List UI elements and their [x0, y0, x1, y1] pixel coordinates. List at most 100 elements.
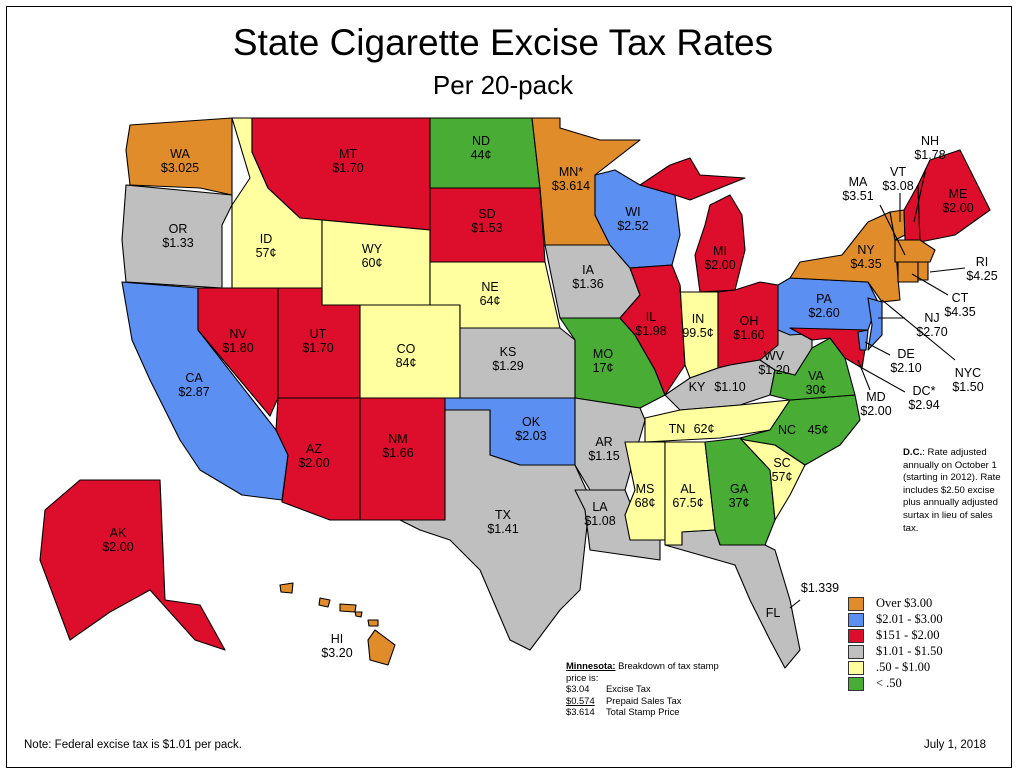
label-nv-code: NV: [229, 327, 247, 341]
state-il: [619, 264, 686, 396]
minnesota-note-label: Minnesota:: [566, 660, 616, 671]
state-ma: [894, 239, 936, 263]
minnesota-row: $0.574 Prepaid Sales Tax: [566, 695, 736, 707]
legend-item: < .50: [848, 676, 998, 692]
label-mt-code: MT: [339, 147, 357, 161]
label-nh-code: NH: [921, 134, 939, 148]
label-or-rate: $1.33: [162, 236, 193, 250]
label-dc-code: DC*: [913, 384, 936, 398]
state-or: [121, 184, 233, 289]
label-mi-code: MI: [713, 244, 727, 258]
label-ak-code: AK: [110, 526, 127, 540]
state-tx: [399, 409, 591, 651]
label-co-code: CO: [397, 342, 416, 356]
label-co-rate: 84¢: [396, 356, 417, 370]
label-sd-rate: $1.53: [471, 221, 502, 235]
label-nd-rate: 44¢: [471, 148, 492, 162]
pointer-nh: [913, 167, 927, 223]
minnesota-desc: Total Stamp Price: [606, 706, 680, 718]
label-tx-code: TX: [495, 508, 512, 522]
label-tn-rate: 62¢: [694, 422, 715, 436]
label-ak-rate: $2.00: [102, 540, 133, 554]
minnesota-desc: Excise Tax: [606, 683, 651, 695]
label-mn-rate: $3.614: [552, 179, 590, 193]
label-wi-code: WI: [625, 205, 640, 219]
label-sc-rate: 57¢: [772, 470, 793, 484]
legend-label: $2.01 - $3.00: [876, 612, 943, 627]
label-wy-code: WY: [362, 242, 383, 256]
state-de: [857, 329, 869, 351]
label-nc-rate: 45¢: [808, 423, 829, 437]
legend-label: $151 - $2.00: [876, 628, 940, 643]
label-ma-code: MA: [849, 175, 868, 189]
label-az-code: AZ: [306, 442, 322, 456]
label-id-rate: 57¢: [256, 246, 277, 260]
label-de-rate: $2.10: [890, 361, 921, 375]
state-ak: [39, 479, 226, 651]
minnesota-note: Minnesota: Breakdown of tax stamp price …: [566, 660, 736, 718]
label-mo-code: MO: [593, 347, 613, 361]
label-ms-code: MS: [636, 482, 655, 496]
label-wy-rate: 60¢: [362, 256, 383, 270]
label-tn-code: TN: [669, 422, 686, 436]
dc-note-text: : Rate adjusted annually on October 1 (s…: [903, 447, 1001, 534]
minnesota-note-text: Breakdown of tax stamp price is:: [566, 660, 719, 683]
label-ct-code: CT: [952, 291, 969, 305]
label-ut-rate: $1.70: [302, 341, 333, 355]
label-id-code: ID: [260, 232, 273, 246]
minnesota-amount: $0.574: [566, 694, 595, 706]
minnesota-row: $3.04 Excise Tax: [566, 683, 736, 695]
label-ok-rate: $2.03: [515, 429, 546, 443]
pointer-de: [864, 341, 891, 356]
legend-swatch: [848, 660, 864, 675]
state-ri: [917, 261, 929, 281]
label-md-rate: $2.00: [860, 404, 891, 418]
state-hi: [279, 582, 396, 666]
pointer-ct: [911, 273, 949, 296]
label-fl-rate: $1.339: [801, 581, 839, 595]
legend-label: < .50: [876, 676, 902, 691]
label-sd-code: SD: [478, 207, 495, 221]
legend-label: .50 - $1.00: [876, 660, 931, 675]
legend-item: $151 - $2.00: [848, 628, 998, 644]
label-wv-rate: $1.20: [758, 363, 789, 377]
label-ne-rate: 64¢: [480, 294, 501, 308]
label-nh-rate: $1.78: [914, 148, 945, 162]
minnesota-desc: Prepaid Sales Tax: [606, 694, 682, 706]
label-md-code: MD: [866, 390, 885, 404]
label-la-rate: $1.08: [584, 514, 615, 528]
label-nyc-code: NYC: [955, 366, 981, 380]
pointer-nyc: [881, 299, 956, 361]
label-oh-rate: $1.60: [733, 328, 764, 342]
label-ia-code: IA: [582, 263, 594, 277]
label-az-rate: $2.00: [298, 456, 329, 470]
label-in-code: IN: [692, 312, 705, 326]
label-in-rate: 99.5¢: [682, 326, 713, 340]
minnesota-row: $3.614 Total Stamp Price: [566, 706, 736, 718]
state-nv: [197, 287, 279, 417]
label-ms-rate: 68¢: [635, 496, 656, 510]
label-hi-code: HI: [331, 632, 344, 646]
map-subtitle: Per 20-pack: [432, 70, 574, 100]
label-va-code: VA: [808, 369, 824, 383]
label-wa-rate: $3.025: [161, 161, 199, 175]
label-vt-code: VT: [890, 165, 906, 179]
label-mo-rate: 17¢: [593, 361, 614, 375]
label-ca-rate: $2.87: [178, 385, 209, 399]
map-frame: [6, 6, 1012, 768]
minnesota-amount: $3.614: [566, 706, 595, 718]
label-nm-code: NM: [388, 432, 407, 446]
label-mi-rate: $2.00: [704, 258, 735, 272]
legend-item: .50 - $1.00: [848, 660, 998, 676]
pointer-ma: [879, 204, 906, 256]
label-nm-rate: $1.66: [382, 446, 413, 460]
map-title: State Cigarette Excise Tax Rates: [232, 22, 774, 63]
label-ok-code: OK: [522, 415, 541, 429]
label-la-code: LA: [592, 500, 608, 514]
label-nj-rate: $2.70: [916, 325, 947, 339]
label-wi-rate: $2.52: [617, 219, 648, 233]
legend-label: $1.01 - $1.50: [876, 644, 943, 659]
label-ri-code: RI: [976, 255, 989, 269]
label-vt-rate: $3.08: [882, 179, 913, 193]
